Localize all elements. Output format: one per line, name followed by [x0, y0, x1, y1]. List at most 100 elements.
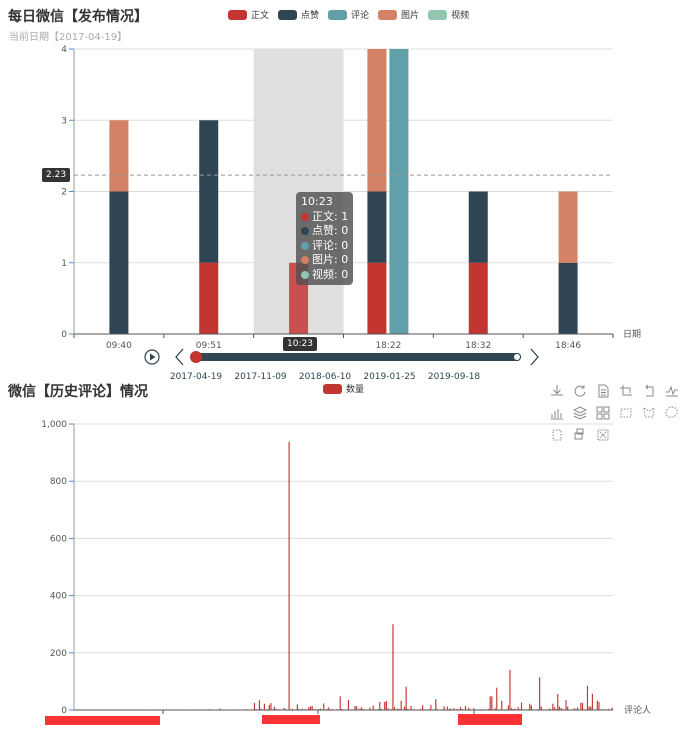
- bar-数量: [422, 705, 424, 710]
- bar-数量: [450, 708, 452, 710]
- timeline-label[interactable]: 2017-11-09: [234, 372, 287, 380]
- tooltip-dot: [301, 256, 309, 265]
- bar-数量: [567, 706, 569, 710]
- legend-swatch: [428, 9, 448, 20]
- y-tick-label: 600: [50, 534, 67, 544]
- bar-数量: [576, 707, 579, 710]
- keep-select-icon[interactable]: [545, 424, 568, 446]
- tooltip-row: 图片: 0: [301, 253, 348, 268]
- legend-label: 视频: [451, 11, 470, 21]
- bar-数量: [301, 708, 303, 710]
- bar-数量: [219, 708, 221, 710]
- timeline-label[interactable]: 2017-04-19: [170, 372, 223, 380]
- y-tick-label: 800: [50, 477, 67, 487]
- bar-数量: [443, 706, 445, 710]
- bar-数量: [605, 709, 607, 710]
- bar-数量: [441, 709, 443, 710]
- bar-数量: [552, 703, 554, 710]
- polygon-select-icon[interactable]: [637, 402, 660, 424]
- legend-swatch: [378, 9, 398, 20]
- chart1-legend-item[interactable]: 点赞: [278, 8, 319, 21]
- chart1-legend-item[interactable]: 评论: [328, 8, 369, 21]
- bar-数量: [262, 709, 264, 710]
- bar-正文: [367, 262, 387, 334]
- bar-数量: [464, 705, 467, 710]
- zoom-in-icon[interactable]: [614, 380, 637, 402]
- bar-数量: [349, 709, 351, 710]
- bar-数量: [469, 709, 471, 710]
- bar-数量: [540, 706, 542, 710]
- stack-icon[interactable]: [568, 402, 591, 424]
- timeline-label[interactable]: 2019-01-25: [363, 372, 415, 380]
- lasso-select-icon[interactable]: [660, 402, 683, 424]
- timeline-handle[interactable]: [190, 351, 202, 363]
- bar-数量: [394, 707, 396, 710]
- bar-数量: [341, 708, 343, 710]
- chart1-plot: 0 1 2 3 4 09:40 09:51 10:23 18:22 18:32 18:46 日期 201…: [61, 45, 641, 380]
- bar-数量: [558, 706, 561, 710]
- bar-数量: [499, 709, 501, 710]
- tooltip-row: 视频: 0: [301, 268, 348, 283]
- x-axis-name: 评论人: [624, 704, 651, 716]
- chart2-legend-item[interactable]: 数量: [323, 382, 364, 395]
- bar-数量: [550, 709, 552, 710]
- refresh-icon[interactable]: [568, 380, 591, 402]
- play-button[interactable]: [144, 349, 160, 365]
- redacted-label: [262, 715, 320, 724]
- chart1-legend-item[interactable]: 视频: [428, 8, 469, 21]
- chart1-legend-item[interactable]: 图片: [378, 8, 419, 21]
- bar-数量: [280, 709, 282, 710]
- zoom-back-icon[interactable]: [637, 380, 660, 402]
- bar-数量: [380, 708, 382, 710]
- bar-数量: [398, 709, 401, 710]
- download-icon[interactable]: [545, 380, 568, 402]
- tooltip-dot: [301, 227, 309, 236]
- bar-图片: [558, 191, 578, 263]
- bar-数量: [318, 709, 320, 710]
- x-tick-label: 18:46: [555, 341, 581, 351]
- bar-点赞: [199, 120, 219, 263]
- bar-数量: [522, 709, 524, 710]
- rect-select-icon[interactable]: [614, 402, 637, 424]
- bar-数量: [278, 709, 280, 710]
- bar-数量: [514, 708, 516, 710]
- data-view-icon[interactable]: [591, 380, 614, 402]
- tooltip-text: 评论: 0: [312, 238, 349, 252]
- bar-正文: [199, 262, 219, 334]
- bar-数量: [608, 708, 610, 710]
- legend-swatch: [328, 9, 348, 20]
- tooltip-dot: [301, 241, 309, 250]
- bar-数量: [384, 701, 386, 710]
- bar-数量: [263, 703, 265, 710]
- bar-数量: [458, 709, 460, 710]
- bar-数量: [496, 687, 498, 710]
- y-tick-label: 4: [61, 45, 67, 55]
- timeline-label[interactable]: 2018-06-10: [299, 372, 352, 380]
- timeline-next-button[interactable]: [530, 348, 539, 366]
- line-chart-icon[interactable]: [660, 380, 683, 402]
- tiled-icon[interactable]: [591, 402, 614, 424]
- bar-数量: [492, 709, 495, 710]
- bar-数量: [245, 709, 247, 710]
- bar-数量: [575, 709, 577, 710]
- chart1-legend-item[interactable]: 正文: [228, 8, 269, 21]
- clear-select-icon[interactable]: [568, 424, 591, 446]
- bar-数量: [329, 709, 331, 710]
- bar-数量: [311, 705, 313, 710]
- y-tick-label: 400: [50, 592, 67, 602]
- clear-brush-icon[interactable]: [591, 424, 614, 446]
- chart1-legend: 正文 点赞 评论 图片 视频: [228, 8, 478, 21]
- timeline-label[interactable]: 2019-09-18: [428, 372, 481, 380]
- timeline-prev-button[interactable]: [175, 348, 184, 366]
- bar-数量: [410, 705, 412, 710]
- legend-label: 正文: [251, 11, 270, 21]
- bar-数量: [344, 709, 346, 710]
- tooltip: 10:23 正文: 1 点赞: 0 评论: 0 图片: 0 视频: 0: [296, 192, 354, 285]
- bar-数量: [331, 709, 333, 710]
- play-icon: [150, 353, 156, 361]
- bar-数量: [413, 709, 415, 710]
- bar-数量: [501, 700, 503, 710]
- bar-点赞: [367, 191, 387, 263]
- bar-chart-icon[interactable]: [545, 402, 568, 424]
- bar-数量: [382, 709, 384, 710]
